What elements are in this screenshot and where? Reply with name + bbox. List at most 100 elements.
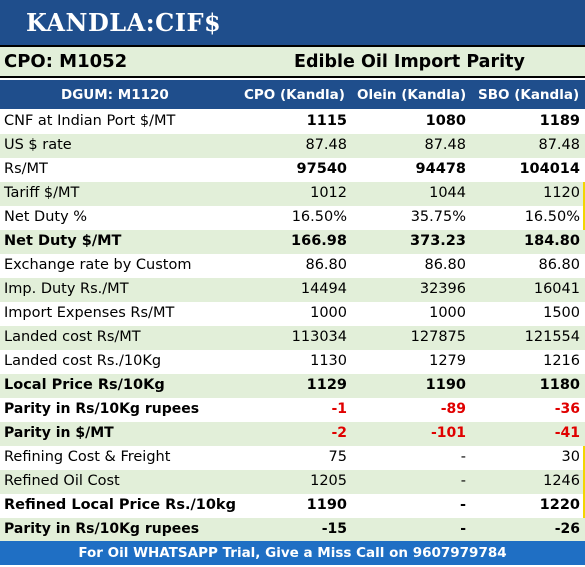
olein-value: 373.23 bbox=[410, 233, 466, 249]
table-row: Refining Cost & Freight 75 - 30 bbox=[0, 446, 585, 470]
cpo-value: 97540 bbox=[296, 161, 347, 177]
olein-value: 1190 bbox=[425, 377, 466, 393]
sbo-value: 184.80 bbox=[524, 233, 580, 249]
row-label: Refined Oil Cost bbox=[4, 473, 120, 489]
title-bar: KANDLA:CIF$ bbox=[0, 0, 585, 45]
row-label: Parity in Rs/10Kg rupees bbox=[4, 401, 200, 417]
cpo-value: 1012 bbox=[310, 185, 347, 201]
table-row: Parity in $/MT -2 -101 -41 bbox=[0, 422, 585, 446]
olein-value: 1000 bbox=[429, 305, 466, 321]
cpo-value: 1000 bbox=[310, 305, 347, 321]
cpo-value: 14494 bbox=[300, 281, 347, 297]
sbo-value: 86.80 bbox=[538, 257, 580, 273]
table-row: Imp. Duty Rs./MT 14494 32396 16041 bbox=[0, 278, 585, 302]
sbo-value: 1180 bbox=[539, 377, 580, 393]
row-label: Refined Local Price Rs./10kg bbox=[4, 497, 236, 513]
olein-value: 127875 bbox=[410, 329, 466, 345]
table-row: Parity in Rs/10Kg rupees -1 -89 -36 bbox=[0, 398, 585, 422]
sbo-value: 1500 bbox=[543, 305, 580, 321]
table-row: Landed cost Rs/MT 113034 127875 121554 bbox=[0, 326, 585, 350]
header-olein: Olein (Kandla) bbox=[357, 87, 467, 103]
table-row: Refined Oil Cost 1205 - 1246 bbox=[0, 470, 585, 494]
olein-value: 1044 bbox=[429, 185, 466, 201]
row-label: Rs/MT bbox=[4, 161, 48, 177]
table-row: Net Duty % 16.50% 35.75% 16.50% bbox=[0, 206, 585, 230]
sbo-value: 104014 bbox=[519, 161, 580, 177]
cpo-value: 113034 bbox=[291, 329, 347, 345]
table-row: Import Expenses Rs/MT 1000 1000 1500 bbox=[0, 302, 585, 326]
cpo-value: 166.98 bbox=[291, 233, 347, 249]
sbo-value: 1216 bbox=[543, 353, 580, 369]
cpo-value: 1190 bbox=[306, 497, 347, 513]
sbo-value: 1120 bbox=[543, 185, 580, 201]
sbo-value: 16041 bbox=[533, 281, 580, 297]
cpo-value: 16.50% bbox=[291, 209, 347, 225]
cpo-value: 86.80 bbox=[305, 257, 347, 273]
row-label: Imp. Duty Rs./MT bbox=[4, 281, 129, 297]
cell-divider bbox=[583, 470, 585, 494]
row-label: US $ rate bbox=[4, 137, 72, 153]
sbo-value: 87.48 bbox=[538, 137, 580, 153]
table-row: Parity in Rs/10Kg rupees -15 - -26 bbox=[0, 518, 585, 542]
olein-value: - bbox=[459, 497, 466, 513]
sbo-value: 1189 bbox=[539, 113, 580, 129]
header-sbo: SBO (Kandla) bbox=[478, 87, 580, 103]
cpo-value: -1 bbox=[331, 401, 347, 417]
table-row: Landed cost Rs./10Kg 1130 1279 1216 bbox=[0, 350, 585, 374]
table-header: DGUM: M1120 CPO (Kandla) Olein (Kandla) … bbox=[0, 80, 585, 109]
sbo-value: -36 bbox=[554, 401, 580, 417]
sbo-value: 30 bbox=[561, 449, 580, 465]
contract-label: CPO: M1052 bbox=[4, 51, 128, 72]
cell-divider bbox=[583, 206, 585, 230]
row-label: Net Duty % bbox=[4, 209, 88, 225]
olein-value: 86.80 bbox=[424, 257, 466, 273]
olein-value: 87.48 bbox=[424, 137, 466, 153]
table-row: Net Duty $/MT 166.98 373.23 184.80 bbox=[0, 230, 585, 254]
row-label: Refining Cost & Freight bbox=[4, 449, 171, 465]
header-cpo: CPO (Kandla) bbox=[244, 87, 345, 103]
cpo-value: -15 bbox=[321, 521, 347, 537]
olein-value: -101 bbox=[430, 425, 466, 441]
row-label: Net Duty $/MT bbox=[4, 233, 122, 249]
row-label: Parity in $/MT bbox=[4, 425, 114, 441]
cpo-value: 1115 bbox=[306, 113, 347, 129]
sbo-value: -26 bbox=[554, 521, 580, 537]
subtitle-bar: CPO: M1052 Edible Oil Import Parity bbox=[0, 45, 585, 78]
table-row: Exchange rate by Custom 86.80 86.80 86.8… bbox=[0, 254, 585, 278]
cell-divider bbox=[583, 446, 585, 470]
row-label: CNF at Indian Port $/MT bbox=[4, 113, 176, 129]
cpo-value: -2 bbox=[331, 425, 347, 441]
sbo-value: 121554 bbox=[524, 329, 580, 345]
table-row: US $ rate 87.48 87.48 87.48 bbox=[0, 134, 585, 158]
row-label: Import Expenses Rs/MT bbox=[4, 305, 175, 321]
cpo-value: 1205 bbox=[310, 473, 347, 489]
cell-divider bbox=[583, 182, 585, 206]
table-row: Refined Local Price Rs./10kg 1190 - 1220 bbox=[0, 494, 585, 518]
whatsapp-banner: For Oil WHATSAPP Trial, Give a Miss Call… bbox=[0, 541, 585, 565]
row-label: Exchange rate by Custom bbox=[4, 257, 192, 273]
header-dgum: DGUM: M1120 bbox=[61, 87, 169, 103]
report-title: Edible Oil Import Parity bbox=[294, 52, 525, 72]
olein-value: - bbox=[460, 521, 466, 537]
sbo-value: 1246 bbox=[543, 473, 580, 489]
cpo-value: 87.48 bbox=[305, 137, 347, 153]
olein-value: -89 bbox=[440, 401, 466, 417]
olein-value: 1080 bbox=[425, 113, 466, 129]
page-title: KANDLA:CIF$ bbox=[26, 8, 222, 37]
olein-value: 35.75% bbox=[410, 209, 466, 225]
cpo-value: 1130 bbox=[310, 353, 347, 369]
row-label: Local Price Rs/10Kg bbox=[4, 377, 165, 393]
table-row: Rs/MT 97540 94478 104014 bbox=[0, 158, 585, 182]
sbo-value: 16.50% bbox=[524, 209, 580, 225]
cpo-value: 75 bbox=[328, 449, 347, 465]
olein-value: - bbox=[460, 449, 466, 465]
sbo-value: -41 bbox=[554, 425, 580, 441]
olein-value: 1279 bbox=[429, 353, 466, 369]
table-row: Local Price Rs/10Kg 1129 1190 1180 bbox=[0, 374, 585, 398]
cpo-value: 1129 bbox=[306, 377, 347, 393]
row-label: Landed cost Rs/MT bbox=[4, 329, 141, 345]
table-row: CNF at Indian Port $/MT 1115 1080 1189 bbox=[0, 110, 585, 134]
olein-value: 94478 bbox=[415, 161, 466, 177]
olein-value: - bbox=[460, 473, 466, 489]
row-label: Tariff $/MT bbox=[4, 185, 80, 201]
